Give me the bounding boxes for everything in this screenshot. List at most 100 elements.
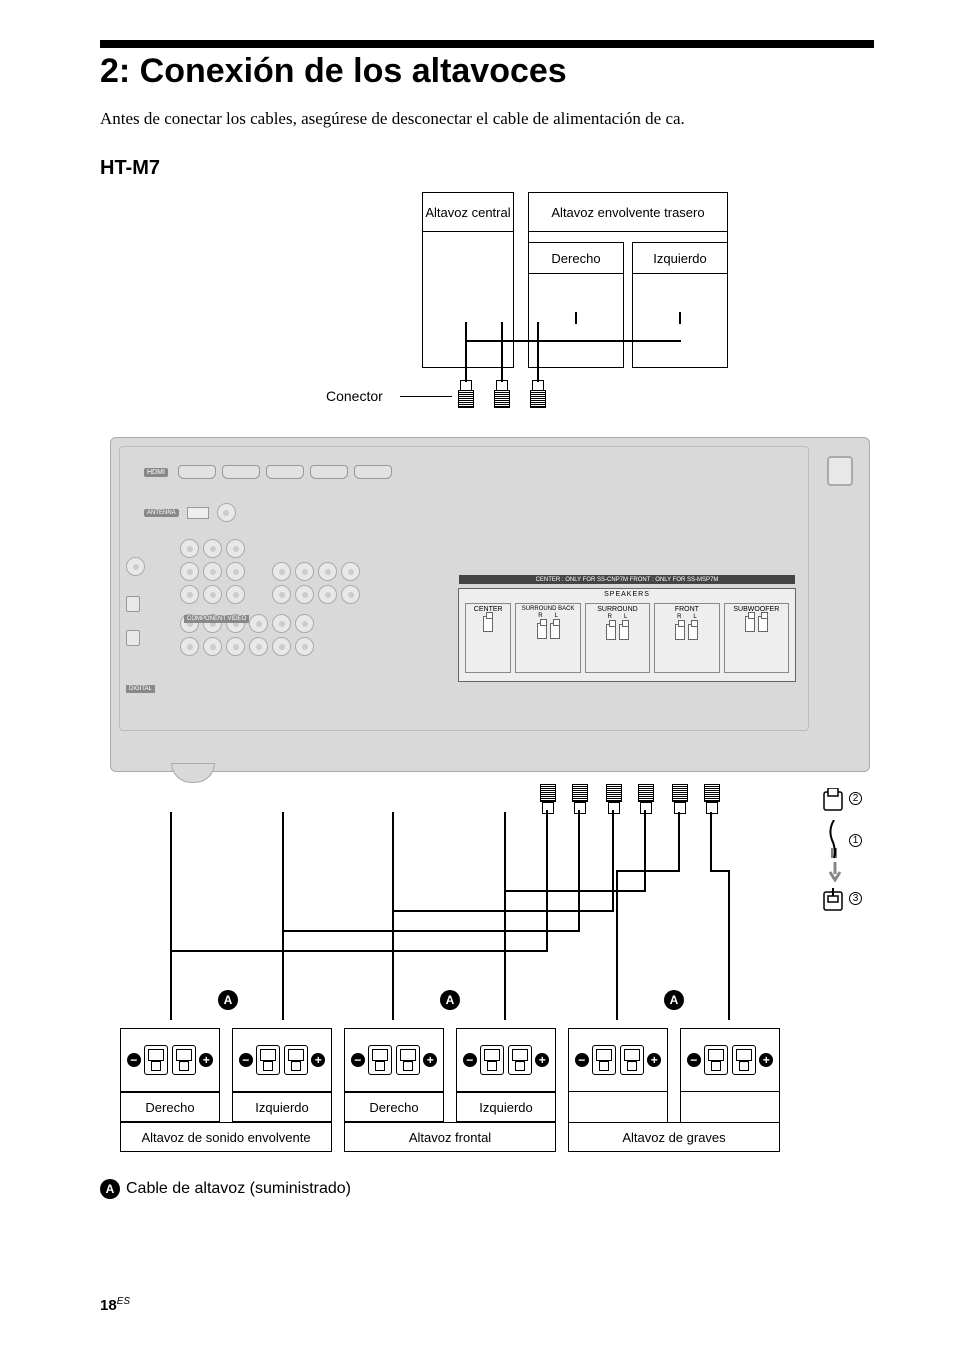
page-number: 18ES <box>100 1296 130 1314</box>
fm-terminal <box>217 503 236 522</box>
badge-a: A <box>218 990 238 1010</box>
minus-icon: − <box>687 1053 701 1067</box>
plus-icon: + <box>423 1053 437 1067</box>
wire <box>504 892 506 1020</box>
col-label: FRONT <box>675 606 699 613</box>
terminal-icon <box>256 1045 280 1075</box>
step-1: 1 <box>849 834 862 847</box>
antenna-label: ANTENNA <box>144 509 179 517</box>
wire <box>616 870 680 872</box>
term-surround-l: − + <box>232 1028 332 1092</box>
wire <box>679 312 681 324</box>
wire <box>537 342 539 382</box>
connector-leader <box>400 396 452 397</box>
wire <box>644 810 646 892</box>
spacer <box>680 1092 780 1122</box>
col-label: SURROUND BACK <box>522 606 575 612</box>
plug-sb-r <box>494 380 508 408</box>
minus-icon: − <box>463 1053 477 1067</box>
terminal-open-icon <box>820 788 848 814</box>
label-front-r: Derecho <box>344 1092 444 1122</box>
label-sb-left: Izquierdo <box>632 242 728 274</box>
rca-grid <box>180 539 360 660</box>
hdmi-row: HDMI <box>144 465 392 479</box>
plug-out <box>540 784 554 812</box>
connection-diagram: Altavoz central Altavoz envolvente trase… <box>110 192 870 1167</box>
text: Izquierdo <box>633 251 727 266</box>
wire <box>710 870 730 872</box>
label-connector: Conector <box>326 388 383 404</box>
badge-a: A <box>440 990 460 1010</box>
digital-label: DIGITAL <box>126 685 155 693</box>
terminal-icon <box>172 1045 196 1075</box>
plus-icon: + <box>199 1053 213 1067</box>
label-subwoofer-group: Altavoz de graves <box>568 1122 780 1152</box>
sp-col-front: FRONT RL <box>654 603 719 673</box>
term-sub-2: − + <box>680 1028 780 1092</box>
wire <box>392 912 394 1020</box>
label-surround-back: Altavoz envolvente trasero <box>528 192 728 232</box>
cable-footnote: A Cable de altavoz (suministrado) <box>100 1179 874 1199</box>
antenna-row: ANTENNA <box>144 503 236 522</box>
step-2: 2 <box>849 792 862 805</box>
terminal-icon <box>144 1045 168 1075</box>
speaker-terminal-panel: CENTER : ONLY FOR SS-CNP7M FRONT : ONLY … <box>458 588 796 682</box>
down-arrow-icon <box>828 862 842 882</box>
terminal-icon <box>620 1045 644 1075</box>
spacer <box>568 1092 668 1122</box>
text: Derecho <box>529 251 623 266</box>
plug-out <box>672 784 686 812</box>
sp-col-subwoofer: SUBWOOFER <box>724 603 789 673</box>
wire-prep-detail: 2 1 3 <box>804 792 864 972</box>
sp-col-surround: SURROUND RL <box>585 603 650 673</box>
terminal-icon <box>732 1045 756 1075</box>
wire-strip-icon <box>822 820 846 860</box>
plus-icon: + <box>647 1053 661 1067</box>
plus-icon: + <box>759 1053 773 1067</box>
plug-out <box>704 784 718 812</box>
hdr-line: CENTER : ONLY FOR SS-CNP7M FRONT : ONLY … <box>459 577 795 583</box>
component-label: COMPONENT VIDEO <box>184 615 249 623</box>
wire <box>465 342 467 382</box>
terminal-icon <box>368 1045 392 1075</box>
wire <box>612 810 614 912</box>
sp-col-sback: SURROUND BACK RL <box>515 603 580 673</box>
wire <box>578 810 580 932</box>
section-title: 2: Conexión de los altavoces <box>100 52 874 91</box>
minus-icon: − <box>575 1053 589 1067</box>
label-front-group: Altavoz frontal <box>344 1122 556 1152</box>
lan-port <box>827 456 853 486</box>
hdmi-port <box>178 465 216 479</box>
terminal-icon <box>284 1045 308 1075</box>
col-label: SUBWOOFER <box>733 606 779 613</box>
page-num-value: 18 <box>100 1297 117 1314</box>
wire <box>170 952 172 1020</box>
term-sub-1: − + <box>568 1028 668 1092</box>
am-terminal <box>187 507 209 519</box>
wire <box>678 812 680 872</box>
terminal-icon <box>396 1045 420 1075</box>
receiver-rear-panel: HDMI ANTENNA <box>110 437 870 772</box>
plug-sb-l <box>530 380 544 408</box>
term-front-r: − + <box>344 1028 444 1092</box>
hdmi-port <box>266 465 304 479</box>
plug-center <box>458 380 472 408</box>
wire <box>465 322 501 342</box>
terminal-icon <box>508 1045 532 1075</box>
wire <box>616 872 618 1020</box>
page-lang: ES <box>117 1296 130 1307</box>
wire <box>537 322 681 342</box>
section-rule <box>100 40 874 48</box>
wire <box>728 870 730 1020</box>
plus-icon: + <box>311 1053 325 1067</box>
plug-out <box>638 784 652 812</box>
receiver-inner: HDMI ANTENNA <box>119 446 809 731</box>
footnote-text: Cable de altavoz (suministrado) <box>126 1180 351 1198</box>
terminal-icon <box>704 1045 728 1075</box>
plug-out <box>606 784 620 812</box>
wire <box>616 812 680 872</box>
wire <box>710 812 712 872</box>
terminal-closed-icon <box>820 888 848 914</box>
hdmi-label: HDMI <box>144 468 168 477</box>
terminal-icon <box>592 1045 616 1075</box>
